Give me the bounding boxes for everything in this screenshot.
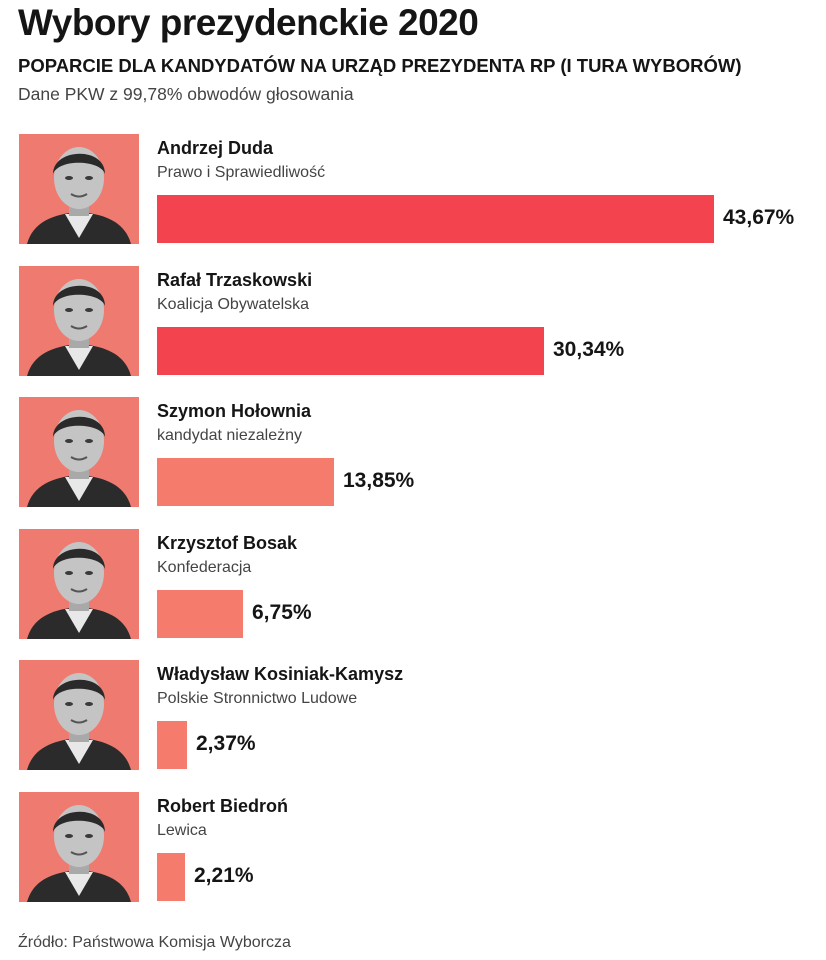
candidate-photo [19,397,139,507]
candidate-row: Krzysztof Bosak Konfederacja 6,75% [0,528,826,639]
page-title: Wybory prezydenckie 2020 [18,2,479,43]
bar [157,195,714,243]
candidate-party: Lewica [157,821,207,839]
candidate-photo [19,660,139,770]
candidate-name: Władysław Kosiniak-Kamysz [157,664,404,684]
candidate-photo [19,528,139,639]
bar-value-label: 2,21% [194,863,254,887]
bar-value-label: 6,75% [252,600,312,624]
candidate-party: Koalicja Obywatelska [157,295,310,313]
candidate-row: Rafał Trzaskowski Koalicja Obywatelska 30,… [0,265,826,376]
candidate-name: Szymon Hołownia [157,401,312,421]
chart-subtitle: POPARCIE DLA KANDYDATÓW NA URZĄD PREZYDE… [18,55,742,76]
candidate-row: Szymon Hołownia kandydat niezależny 13,85% [0,397,826,507]
bar [157,589,243,638]
candidate-row: Władysław Kosiniak-Kamysz Polskie Stronni… [0,660,826,770]
candidate-party: Prawo i Sprawiedliwość [157,164,326,181]
candidate-party: kandydat niezależny [157,427,302,444]
candidate-name: Rafał Trzaskowski [157,269,313,290]
source-note: Źródło: Państwowa Komisja Wyborcza [18,934,291,951]
candidate-row: Andrzej Duda Prawo i Sprawiedliwość 43,67% [0,134,826,244]
bar [157,721,187,769]
bar [157,852,185,901]
data-note: Dane PKW z 99,78% obwodów głosowania [18,84,354,104]
candidate-name: Robert Biedroń [157,795,289,816]
bar-value-label: 43,67% [723,206,795,229]
candidate-photo [19,265,139,376]
bar-value-label: 2,37% [196,732,256,755]
candidate-row: Robert Biedroń Lewica 2,21% [0,791,826,902]
bar-value-label: 13,85% [343,469,415,492]
candidate-party: Polskie Stronnictwo Ludowe [157,690,358,707]
candidate-name: Krzysztof Bosak [157,532,298,553]
candidate-photo [19,791,139,902]
candidate-photo [19,134,139,244]
bar [157,326,544,375]
candidate-party: Konfederacja [157,558,252,576]
candidate-name: Andrzej Duda [157,138,274,158]
bar-value-label: 30,34% [553,337,625,361]
bar [157,458,334,506]
